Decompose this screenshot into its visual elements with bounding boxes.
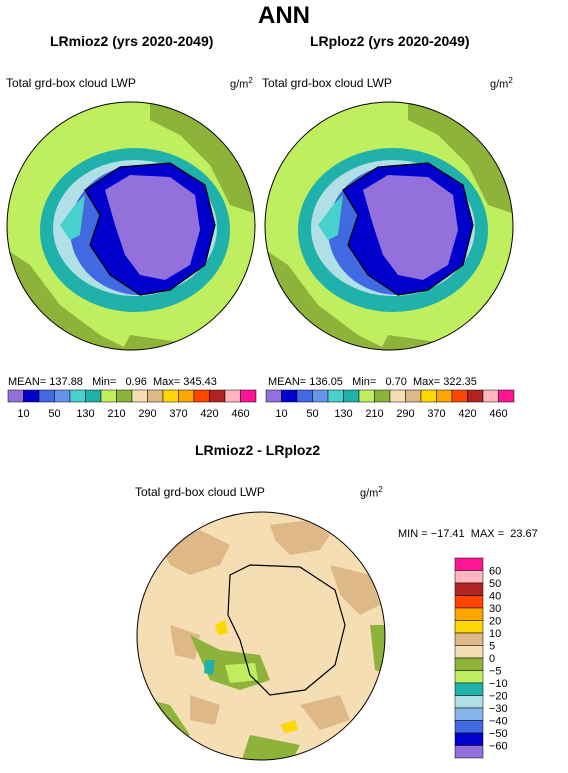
colorbar-swatch [436, 389, 453, 403]
colorbar-swatch [451, 389, 468, 403]
diff-panel-title: LRmioz2 - LRploz2 [195, 442, 321, 458]
colorbar-swatch [454, 745, 484, 759]
map-lrploz2 [264, 101, 514, 351]
colorbar-swatch [240, 389, 257, 403]
colorbar-swatch [100, 389, 117, 403]
colorbar-swatch [454, 657, 484, 671]
colorbar-tick-label: −20 [489, 691, 508, 703]
colorbar-tick-label: −30 [489, 703, 508, 715]
colorbar-swatch [147, 389, 164, 403]
colorbar-tick-label: 60 [489, 566, 501, 578]
colorbar-swatch [420, 389, 437, 403]
map-difference [136, 511, 386, 761]
colorbar-tick-label: −10 [489, 678, 508, 690]
colorbar-tick-label: 290 [138, 408, 156, 420]
colorbar-swatch [498, 389, 515, 403]
colorbar-tick-label: 30 [489, 603, 501, 615]
colorbar-swatch [454, 582, 484, 596]
colorbar-swatch [85, 389, 102, 403]
colorbar-tick-label: 460 [489, 408, 507, 420]
colorbar-swatch [482, 389, 499, 403]
colorbar-swatch [178, 389, 195, 403]
colorbar-tick-label: −60 [489, 741, 508, 753]
colorbar-swatch [162, 389, 179, 403]
colorbar-tick-label: 130 [334, 408, 352, 420]
panel2-units: g/m2 [490, 76, 513, 91]
panel2-stats: MEAN= 136.05 Min= 0.70 Max= 322.35 [268, 376, 477, 388]
colorbar-tick-label: −5 [489, 666, 502, 678]
diff-minmax: MIN = −17.41 MAX = 23.67 [398, 528, 538, 540]
colorbar-swatch [454, 645, 484, 659]
diff-panel-variable: Total grd-box cloud LWP [135, 485, 265, 499]
page-title: ANN [258, 2, 310, 29]
colorbar-swatch [69, 389, 86, 403]
colorbar-tick-label: 210 [107, 408, 125, 420]
colorbar-swatch [389, 389, 406, 403]
colorbar-tick-label: 210 [365, 408, 383, 420]
panel2-variable: Total grd-box cloud LWP [262, 76, 392, 90]
panel2-title: LRploz2 (yrs 2020-2049) [310, 33, 470, 49]
colorbar-swatch [327, 389, 344, 403]
colorbar-panel1: 10 50 130 210 290 370 420 460 [7, 389, 257, 420]
colorbar-tick-label: 420 [200, 408, 218, 420]
colorbar-swatch [131, 389, 148, 403]
colorbar-swatch [23, 389, 40, 403]
colorbar-swatch [224, 389, 241, 403]
colorbar-tick-label: 0 [489, 653, 495, 665]
colorbar-tick-label: 10 [489, 628, 501, 640]
colorbar-tick-label: 370 [169, 408, 187, 420]
colorbar-tick-label: 50 [48, 408, 60, 420]
colorbar-swatch [312, 389, 329, 403]
colorbar-tick-label: 20 [489, 616, 501, 628]
colorbar-tick-label: 290 [396, 408, 414, 420]
colorbar-swatch [358, 389, 375, 403]
colorbar-tick-label: −40 [489, 716, 508, 728]
colorbar-swatch [405, 389, 422, 403]
colorbar-tick-label: 130 [76, 408, 94, 420]
panel1-stats: MEAN= 137.88 Min= 0.96 Max= 345.43 [8, 376, 217, 388]
colorbar-swatch [454, 682, 484, 696]
colorbar-swatch [193, 389, 210, 403]
colorbar-tick-label: 10 [17, 408, 29, 420]
colorbar-swatch [7, 389, 24, 403]
colorbar-swatch [454, 620, 484, 634]
colorbar-swatch [454, 632, 484, 646]
colorbar-swatch [116, 389, 133, 403]
colorbar-swatch [54, 389, 71, 403]
diff-panel-units: g/m2 [360, 485, 383, 500]
panel1-variable: Total grd-box cloud LWP [6, 76, 136, 90]
colorbar-swatch [454, 570, 484, 584]
colorbar-swatch [281, 389, 298, 403]
colorbar-tick-label: 40 [489, 591, 501, 603]
colorbar-swatch [454, 732, 484, 746]
colorbar-tick-label: 370 [427, 408, 445, 420]
colorbar-tick-label: 50 [306, 408, 318, 420]
colorbar-swatch [454, 607, 484, 621]
colorbar-swatch [454, 707, 484, 721]
colorbar-tick-label: 50 [489, 578, 501, 590]
colorbar-swatch [454, 557, 484, 571]
panel1-units: g/m2 [230, 76, 253, 91]
colorbar-panel2: 10 50 130 210 290 370 420 460 [265, 389, 515, 420]
colorbar-tick-label: 10 [275, 408, 287, 420]
colorbar-swatch [343, 389, 360, 403]
panel1-title: LRmioz2 (yrs 2020-2049) [50, 33, 214, 49]
colorbar-swatch [296, 389, 313, 403]
colorbar-swatch [265, 389, 282, 403]
map-lrmioz2 [6, 101, 256, 351]
colorbar-swatch [209, 389, 226, 403]
colorbar-tick-label: −50 [489, 728, 508, 740]
colorbar-tick-label: 460 [231, 408, 249, 420]
colorbar-swatch [374, 389, 391, 403]
colorbar-tick-label: 420 [458, 408, 476, 420]
colorbar-swatch [467, 389, 484, 403]
colorbar-swatch [454, 720, 484, 734]
colorbar-swatch [454, 595, 484, 609]
colorbar-tick-label: 5 [489, 641, 495, 653]
colorbar-swatch [454, 695, 484, 709]
colorbar-swatch [38, 389, 55, 403]
colorbar-swatch [454, 670, 484, 684]
